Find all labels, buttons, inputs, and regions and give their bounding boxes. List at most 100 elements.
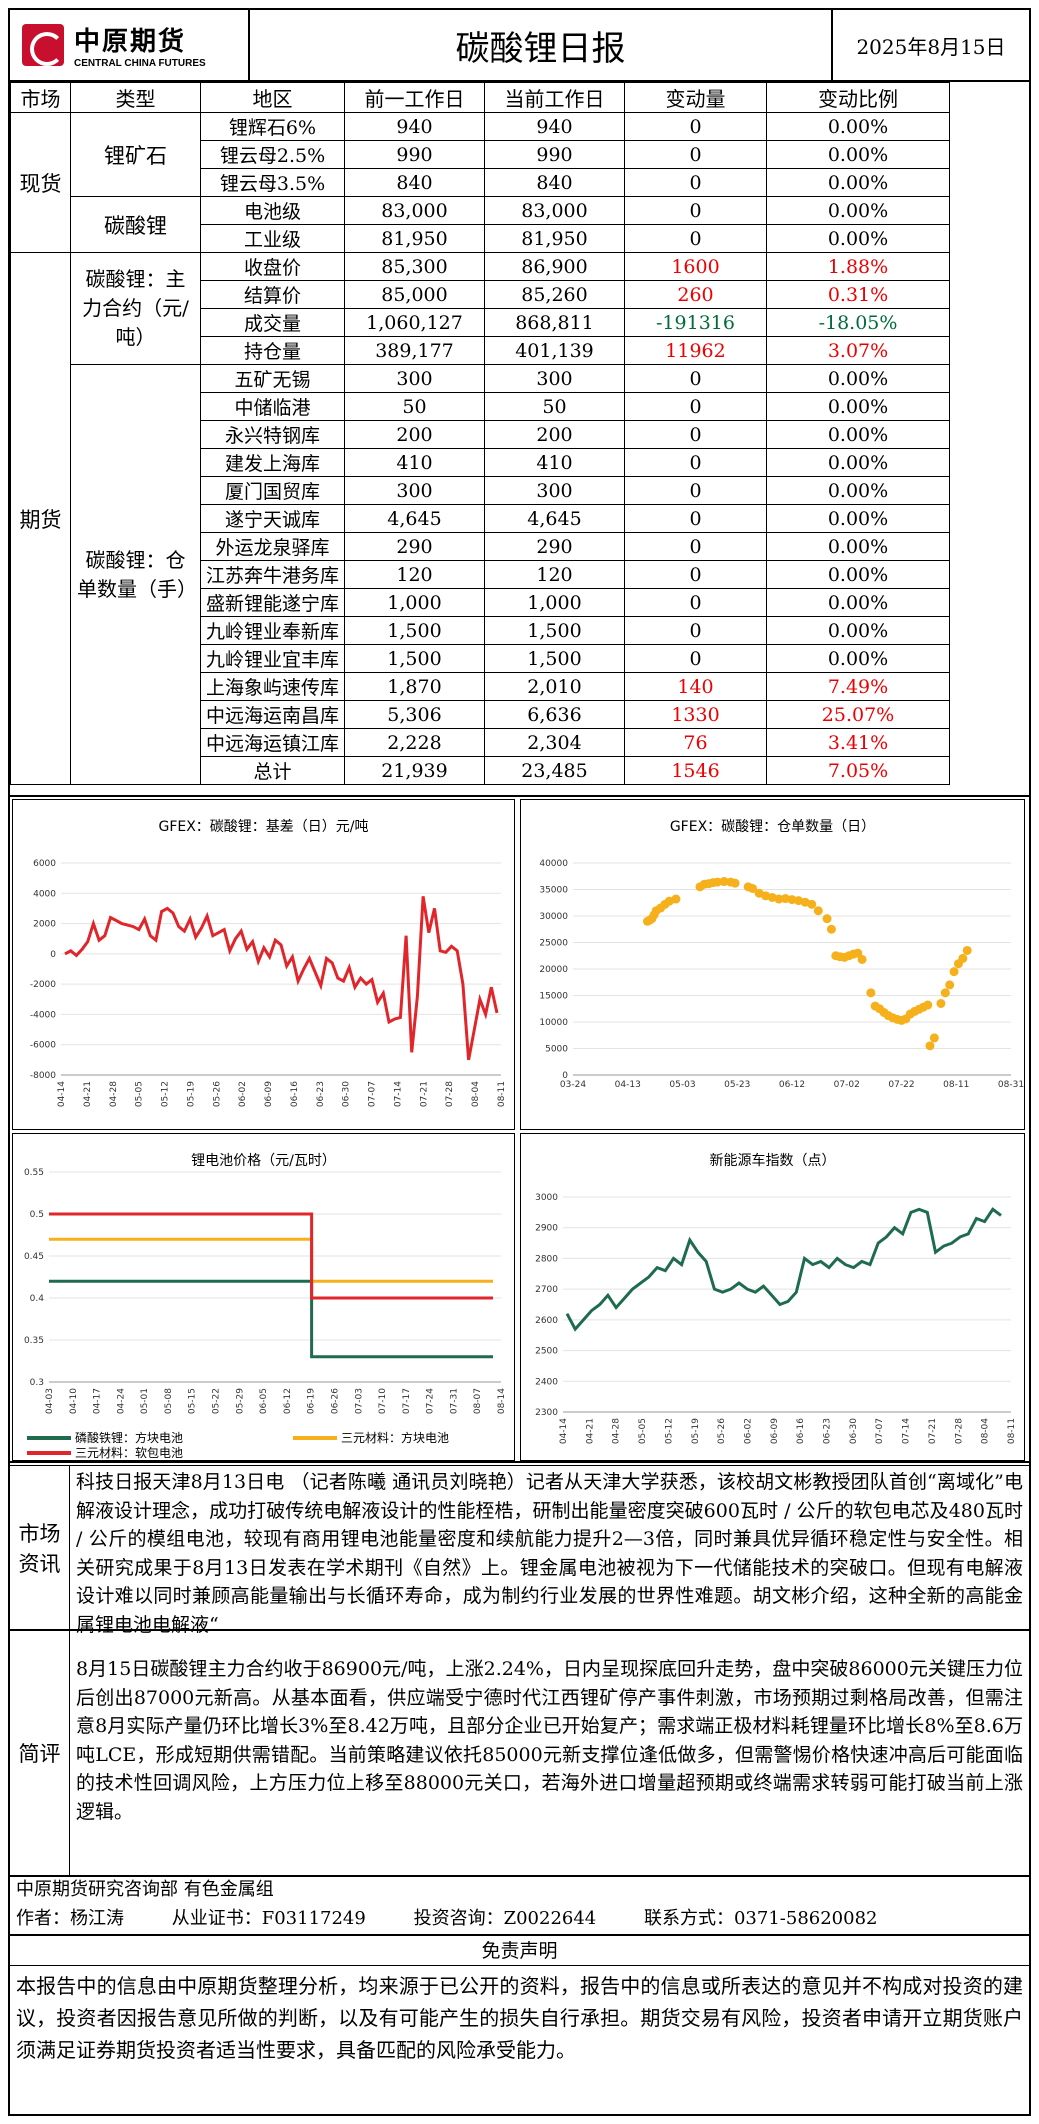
change-pct: 0.00%: [766, 392, 950, 421]
x-tick-label: 04-14: [559, 1418, 569, 1444]
region-cell: 中远海运镇江库: [200, 728, 345, 757]
region-cell: 厦门国贸库: [200, 476, 345, 505]
x-tick-label: 06-12: [283, 1388, 293, 1414]
x-tick-label: 07-07: [875, 1418, 885, 1444]
x-tick-label: 06-02: [238, 1081, 248, 1107]
table-row: 锂云母3.5% 840 840 0 0.00%: [11, 168, 950, 197]
y-tick-label: 25000: [539, 939, 568, 949]
region-cell: 锂辉石6%: [200, 112, 345, 141]
x-tick-label: 07-21: [928, 1418, 938, 1444]
y-tick-label: 0: [50, 950, 56, 960]
current-value: 81,950: [484, 224, 625, 253]
current-value: 300: [484, 476, 625, 505]
region-cell: 九岭锂业奉新库: [200, 616, 345, 645]
table-row: 持仓量 389,177 401,139 11962 3.07%: [11, 336, 950, 365]
current-value: 23,485: [484, 756, 625, 785]
table-row: 总计 21,939 23,485 1546 7.05%: [11, 756, 950, 785]
change-value: 0: [624, 112, 767, 141]
y-tick-label: 3000: [535, 1193, 558, 1203]
x-tick-label: 08-11: [943, 1080, 969, 1090]
prev-value: 840: [344, 168, 485, 197]
current-value: 1,000: [484, 588, 625, 617]
current-value: 1,500: [484, 644, 625, 673]
change-pct: 0.00%: [766, 112, 950, 141]
x-tick-label: 08-04: [981, 1418, 991, 1444]
change-pct: 0.00%: [766, 224, 950, 253]
current-value: 2,010: [484, 672, 625, 701]
region-cell: 遂宁天诚库: [200, 504, 345, 533]
prev-value: 1,870: [344, 672, 485, 701]
table-row: 锂云母2.5% 990 990 0 0.00%: [11, 140, 950, 169]
review-row: 简评 8月15日碳酸锂主力合约收于86900元/吨，上涨2.24%，日内呈现探底…: [10, 1631, 1029, 1877]
change-value: 0: [624, 392, 767, 421]
basis-chart: GFEX：碳酸锂：基差（日）元/吨 6000 4000 2000 0 -2000 -400…: [12, 799, 515, 1130]
table-row: 厦门国贸库 300 300 0 0.00%: [11, 476, 950, 505]
y-tick-label: 0.5: [30, 1210, 44, 1220]
warehouse-point: [925, 1041, 935, 1051]
change-pct: 0.00%: [766, 504, 950, 533]
logo-en: CENTRAL CHINA FUTURES: [74, 58, 206, 69]
y-tick-label: 2800: [535, 1254, 558, 1264]
x-tick-label: 08-14: [497, 1388, 507, 1414]
chart-title: GFEX：碳酸锂：基差（日）元/吨: [158, 819, 369, 835]
contact: 联系方式：0371-58620082: [643, 1908, 878, 1929]
x-tick-label: 04-21: [83, 1081, 93, 1107]
logo-mark-icon: [22, 24, 64, 66]
y-tick-label: -4000: [30, 1010, 56, 1020]
chart-title: 锂电池价格（元/瓦时）: [191, 1153, 336, 1169]
footer: 中原期货研究咨询部 有色金属组 作者：杨江涛 从业证书：F03117249 投资…: [10, 1876, 1029, 2070]
table-row: 中远海运镇江库 2,228 2,304 76 3.41%: [11, 728, 950, 757]
y-tick-label: 15000: [539, 992, 568, 1002]
x-tick-label: 06-26: [330, 1388, 340, 1414]
x-tick-label: 06-30: [342, 1081, 352, 1107]
type-warehouse: 碳酸锂：仓单数量（手）: [70, 364, 201, 785]
prev-value: 1,060,127: [344, 308, 485, 337]
x-tick-label: 07-24: [426, 1388, 436, 1414]
warehouse-point: [713, 877, 723, 887]
prev-value: 1,500: [344, 644, 485, 673]
current-value: 86,900: [484, 252, 625, 281]
x-tick-label: 05-08: [164, 1388, 174, 1414]
change-value: 11962: [624, 336, 767, 365]
x-tick-label: 04-17: [93, 1388, 103, 1414]
charts-section: GFEX：碳酸锂：基差（日）元/吨 6000 4000 2000 0 -2000 -400…: [10, 795, 1029, 1463]
type-carbonate: 碳酸锂: [70, 196, 201, 253]
prev-value: 300: [344, 476, 485, 505]
warehouse-point: [719, 877, 729, 887]
x-tick-label: 07-22: [888, 1080, 914, 1090]
prev-value: 50: [344, 392, 485, 421]
warehouse-point: [730, 878, 740, 888]
table-header-row: 市场 类型 地区 前一工作日 当前工作日 变动量 变动比例: [10, 82, 950, 113]
x-tick-label: 07-14: [393, 1081, 403, 1107]
nev-index-chart: 新能源车指数（点） 3000 2900 2800 2700 2600 2500 2400 23…: [520, 1133, 1025, 1461]
x-tick-label: 07-28: [445, 1081, 455, 1107]
y-tick-label: 2300: [535, 1408, 558, 1418]
cert-number: 从业证书：F03117249: [171, 1908, 366, 1929]
region-cell: 中储临港: [200, 392, 345, 421]
battery-series-line: [49, 1212, 493, 1300]
prev-value: 5,306: [344, 700, 485, 729]
review-text: 8月15日碳酸锂主力合约收于86900元/吨，上涨2.24%，日内呈现探底回升走…: [76, 1658, 1023, 1823]
table-row: 碳酸锂 电池级 83,000 83,000 0 0.00%: [11, 196, 950, 253]
x-tick-label: 06-05: [259, 1388, 269, 1414]
change-pct: 0.00%: [766, 168, 950, 197]
report-title: 碳酸锂日报: [250, 10, 833, 80]
x-tick-label: 05-05: [638, 1418, 648, 1444]
region-cell: 收盘价: [200, 252, 345, 281]
change-value: 260: [624, 280, 767, 309]
x-tick-label: 06-09: [264, 1081, 274, 1107]
column-header: 变动量: [624, 82, 767, 113]
x-tick-label: 07-03: [354, 1388, 364, 1414]
news-label: 市场资讯: [10, 1466, 70, 1629]
x-tick-label: 05-19: [186, 1081, 196, 1107]
warehouse-point: [671, 894, 681, 904]
y-tick-label: 0.3: [30, 1378, 44, 1388]
warehouse-point: [929, 1033, 939, 1043]
prev-value: 1,500: [344, 616, 485, 645]
table-row: 遂宁天诚库 4,645 4,645 0 0.00%: [11, 504, 950, 533]
change-value: 0: [624, 616, 767, 645]
x-tick-label: 08-11: [497, 1081, 507, 1107]
current-value: 401,139: [484, 336, 625, 365]
dept-name: 中原期货研究咨询部 有色金属组: [16, 1879, 274, 1900]
type-ore: 锂矿石: [70, 112, 201, 197]
